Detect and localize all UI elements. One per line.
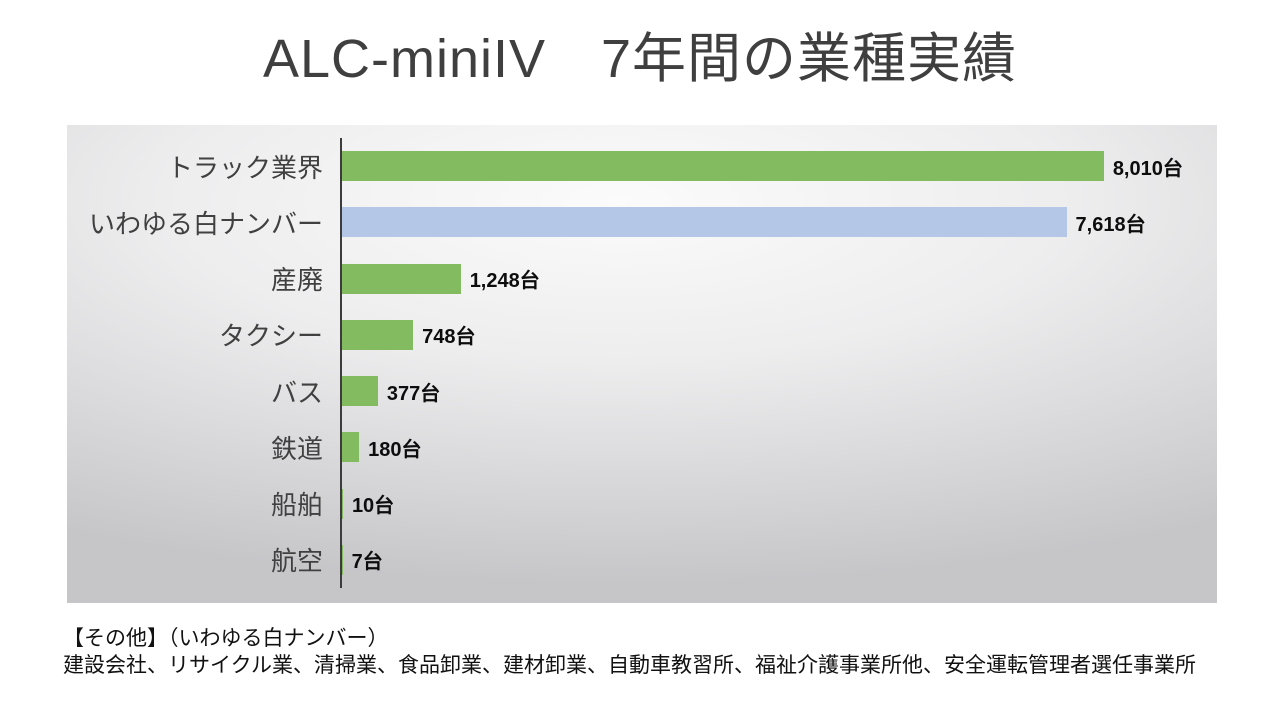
bar-rows: トラック業界 8,010台いわゆる白ナンバー 7,618台産廃 1,248台タクシー 7… [67, 138, 1217, 588]
category-axis-line [340, 138, 342, 588]
bar-zone: 10台 [342, 488, 1217, 519]
chart-row: いわゆる白ナンバー 7,618台 [67, 194, 1217, 250]
value-label: 8,010台 [1112, 157, 1183, 180]
bar [342, 488, 343, 519]
bar-zone: 8,010台 [342, 151, 1217, 182]
bar-zone: 7台 [342, 544, 1217, 575]
value-label: 7,618台 [1075, 213, 1146, 236]
chart-title: ALC-miniIV 7年間の業種実績 [262, 29, 1018, 89]
footnote-line-1: 【その他】（いわゆる白ナンバー） [63, 627, 389, 650]
chart-row: タクシー 748台 [67, 307, 1217, 363]
bar [342, 319, 414, 350]
bar-zone: 748台 [342, 319, 1217, 350]
chart-row: 産廃 1,248台 [67, 251, 1217, 307]
category-label: 航空 [270, 546, 323, 577]
plot-area: トラック業界 8,010台いわゆる白ナンバー 7,618台産廃 1,248台タクシー 7… [67, 125, 1217, 603]
value-label: 180台 [368, 438, 422, 461]
bar-zone: 1,248台 [342, 263, 1217, 294]
chart-row: バス 377台 [67, 363, 1217, 419]
bar [342, 207, 1067, 238]
footnote-line-2: 建設会社、リサイクル業、清掃業、食品卸業、建材卸業、自動車教習所、福祉介護事業所… [63, 654, 1196, 677]
bar [342, 151, 1104, 182]
bar [342, 432, 360, 463]
category-label: 船舶 [270, 490, 323, 521]
bar-zone: 180台 [342, 432, 1217, 463]
bar-zone: 377台 [342, 376, 1217, 407]
category-label: タクシー [218, 321, 323, 352]
category-label: 産廃 [270, 265, 323, 296]
chart-row: 航空 7台 [67, 532, 1217, 588]
bar [342, 376, 378, 407]
category-label: 鉄道 [270, 433, 323, 464]
footnote: 【その他】（いわゆる白ナンバー） 建設会社、リサイクル業、清掃業、食品卸業、建材… [63, 625, 1196, 679]
value-label: 748台 [422, 326, 476, 349]
value-label: 1,248台 [469, 270, 540, 293]
bar-zone: 7,618台 [342, 207, 1217, 238]
value-label: 377台 [386, 382, 441, 405]
bar [342, 544, 343, 575]
category-label: いわゆる白ナンバー [88, 208, 323, 239]
category-label: トラック業界 [166, 152, 323, 183]
chart-row: トラック業界 8,010台 [67, 138, 1217, 194]
chart-row: 船舶 10台 [67, 476, 1217, 532]
value-label: 7台 [351, 551, 383, 574]
value-label: 10台 [351, 495, 395, 518]
chart-row: 鉄道 180台 [67, 419, 1217, 475]
bar [342, 263, 461, 294]
category-label: バス [270, 377, 323, 408]
